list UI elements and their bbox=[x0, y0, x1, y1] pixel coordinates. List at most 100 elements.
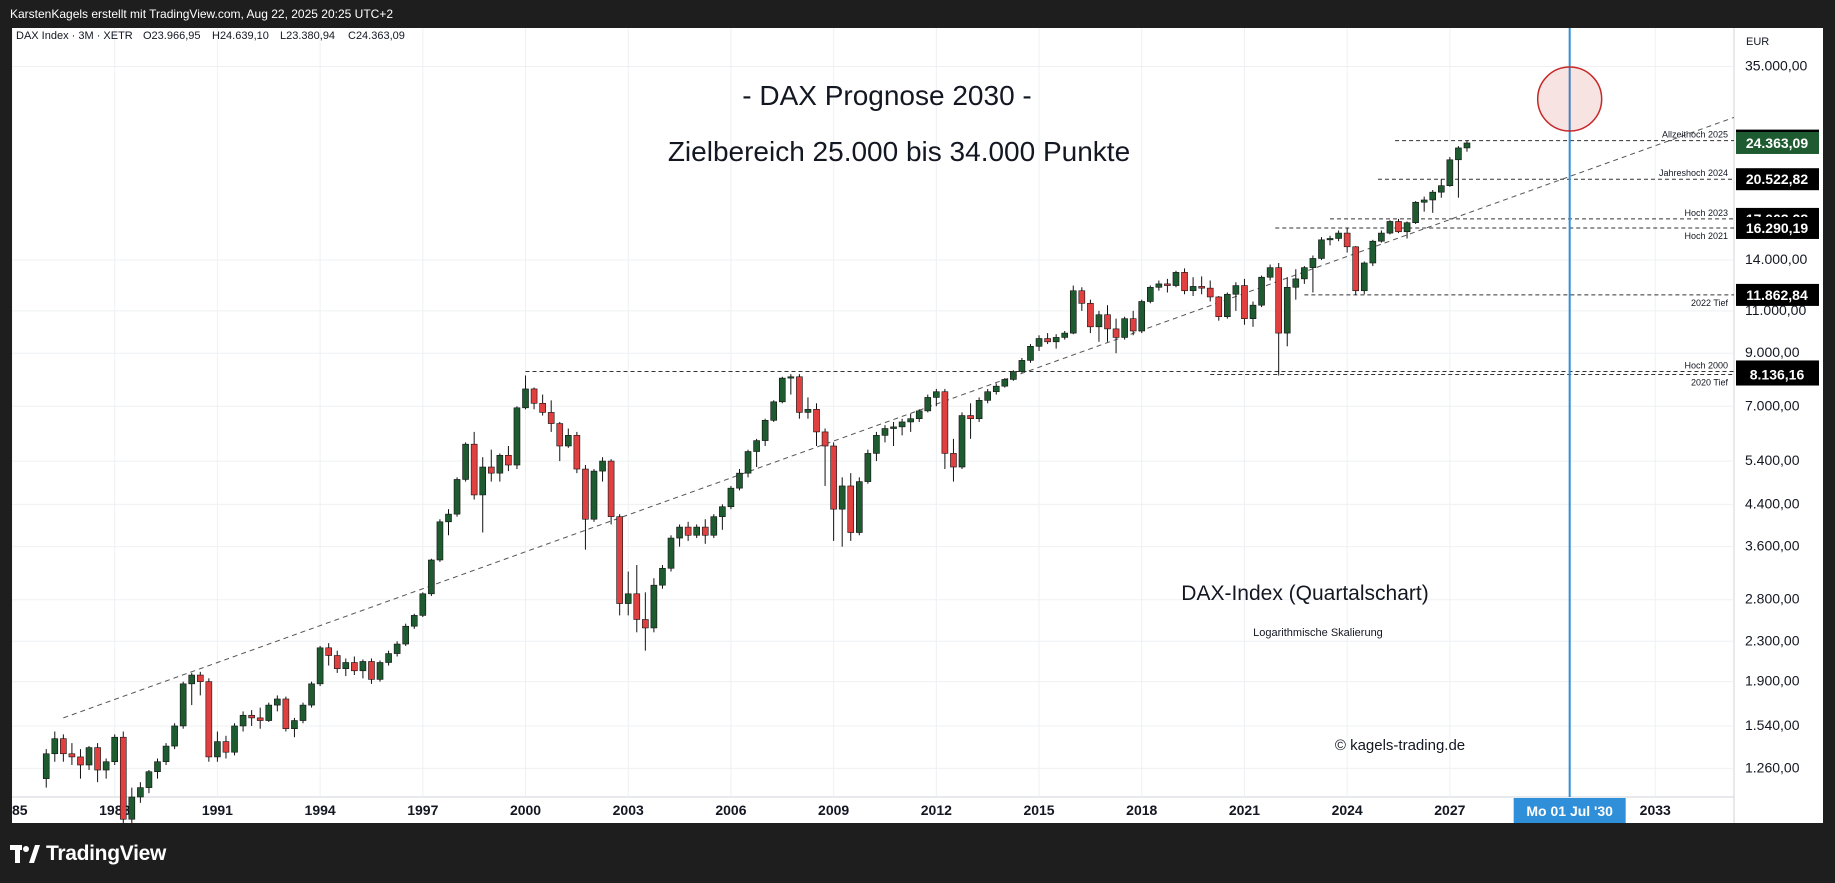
candle-body bbox=[308, 683, 315, 706]
candle-body bbox=[145, 771, 153, 788]
tradingview-logo[interactable]: TradingView bbox=[10, 840, 166, 868]
candle-body bbox=[1189, 286, 1197, 292]
candle-body bbox=[385, 653, 392, 663]
candle bbox=[1232, 282, 1240, 311]
candle bbox=[1386, 220, 1394, 235]
legend-close: C24.363,09 bbox=[348, 30, 405, 42]
candle bbox=[487, 449, 495, 482]
candle bbox=[179, 681, 187, 729]
footer-bar bbox=[0, 823, 1835, 883]
candle-body bbox=[556, 423, 564, 447]
price-chart[interactable]: 35.000,0014.000,0011.000,009.000,007.000… bbox=[0, 0, 1823, 828]
candle bbox=[1403, 221, 1411, 239]
candle-body bbox=[565, 435, 572, 447]
candle-body bbox=[804, 409, 812, 413]
candle bbox=[368, 658, 375, 684]
candle-body bbox=[1027, 346, 1034, 361]
candle bbox=[1429, 189, 1437, 213]
candle-body bbox=[1087, 303, 1094, 328]
y-tick-label: 35.000,00 bbox=[1745, 57, 1807, 73]
candle-body bbox=[967, 415, 974, 420]
candle bbox=[1112, 318, 1120, 354]
candle bbox=[453, 477, 461, 517]
x-tick-label: 2024 bbox=[1332, 802, 1363, 818]
candle bbox=[1378, 230, 1385, 243]
candle bbox=[813, 403, 820, 446]
candle bbox=[1078, 287, 1086, 311]
candle-body bbox=[1335, 232, 1342, 239]
candle bbox=[496, 453, 504, 482]
candle bbox=[1463, 140, 1471, 152]
candle-body bbox=[1378, 232, 1385, 242]
candle-body bbox=[1249, 304, 1257, 319]
candle-body bbox=[462, 443, 469, 480]
candle-body bbox=[830, 445, 837, 510]
candle bbox=[1420, 196, 1428, 212]
candle bbox=[1198, 276, 1205, 295]
price-label-bg bbox=[1736, 283, 1819, 306]
candle-body bbox=[992, 385, 1000, 393]
candle bbox=[667, 535, 675, 572]
price-label: 8.136,16 bbox=[1750, 367, 1805, 383]
candle bbox=[898, 418, 906, 436]
candle bbox=[1206, 280, 1214, 302]
candle-body bbox=[1044, 338, 1051, 343]
candle-body bbox=[1010, 371, 1017, 380]
chart-frame[interactable]: 35.000,00 14.000,00 11.000,00 9.000,00 7.000… bbox=[0, 0, 1823, 828]
crosshair-date-bg bbox=[1513, 798, 1626, 824]
candle-body bbox=[1241, 285, 1248, 319]
candle bbox=[128, 787, 136, 828]
support-trendline bbox=[63, 116, 1735, 719]
y-tick-label: 1.260,00 bbox=[1745, 759, 1800, 775]
candle-body bbox=[838, 485, 846, 510]
y-tick-label: 3.600,00 bbox=[1745, 538, 1800, 554]
candle bbox=[907, 413, 914, 432]
candle-body bbox=[539, 402, 546, 413]
candle-body bbox=[351, 662, 358, 672]
candle bbox=[51, 731, 59, 762]
overlay: Mo 01 Jul '3024.639,1024.363,0920.522,82… bbox=[1513, 0, 1819, 824]
candle bbox=[470, 431, 478, 500]
candle-body bbox=[402, 625, 409, 645]
candle-body bbox=[453, 479, 461, 515]
candle bbox=[881, 425, 889, 443]
candle-body bbox=[445, 513, 452, 523]
candle bbox=[1309, 255, 1317, 293]
candle bbox=[162, 743, 170, 766]
candle bbox=[787, 374, 795, 395]
candle-body bbox=[299, 704, 307, 721]
candle bbox=[761, 418, 769, 446]
tradingview-wordmark: TradingView bbox=[46, 842, 167, 865]
level-label: 2020 Tief bbox=[1691, 378, 1729, 388]
candle-body bbox=[214, 741, 221, 758]
candle bbox=[590, 469, 598, 522]
candle-body bbox=[933, 391, 940, 398]
candle bbox=[77, 749, 84, 779]
candle bbox=[744, 449, 752, 478]
candle-body bbox=[1104, 314, 1111, 330]
candle bbox=[1087, 299, 1094, 334]
candle-body bbox=[376, 662, 384, 680]
candle-body bbox=[419, 593, 427, 616]
x-tick-label: 1985 bbox=[12, 802, 28, 818]
candle-body bbox=[1018, 360, 1026, 372]
candle bbox=[102, 758, 110, 779]
candle-body bbox=[1292, 278, 1300, 288]
candle bbox=[1224, 292, 1231, 319]
candle-body bbox=[1129, 318, 1137, 332]
legend-symbol: DAX Index · 3M · XETR bbox=[16, 30, 133, 42]
copyright-text: © kagels-trading.de bbox=[1335, 737, 1465, 754]
trendline bbox=[63, 116, 1735, 719]
candle bbox=[864, 449, 872, 484]
candle bbox=[1164, 278, 1171, 293]
candle-body bbox=[496, 454, 504, 474]
y-tick-label: 1.900,00 bbox=[1745, 673, 1800, 689]
candle-body bbox=[573, 435, 581, 470]
candle-body bbox=[1147, 286, 1154, 302]
candle bbox=[693, 524, 700, 539]
candle bbox=[1121, 316, 1128, 340]
legend-open: O23.966,95 bbox=[143, 30, 201, 42]
candle bbox=[941, 388, 949, 470]
candle-body bbox=[1386, 221, 1394, 234]
y-tick-label: 9.000,00 bbox=[1745, 344, 1800, 360]
